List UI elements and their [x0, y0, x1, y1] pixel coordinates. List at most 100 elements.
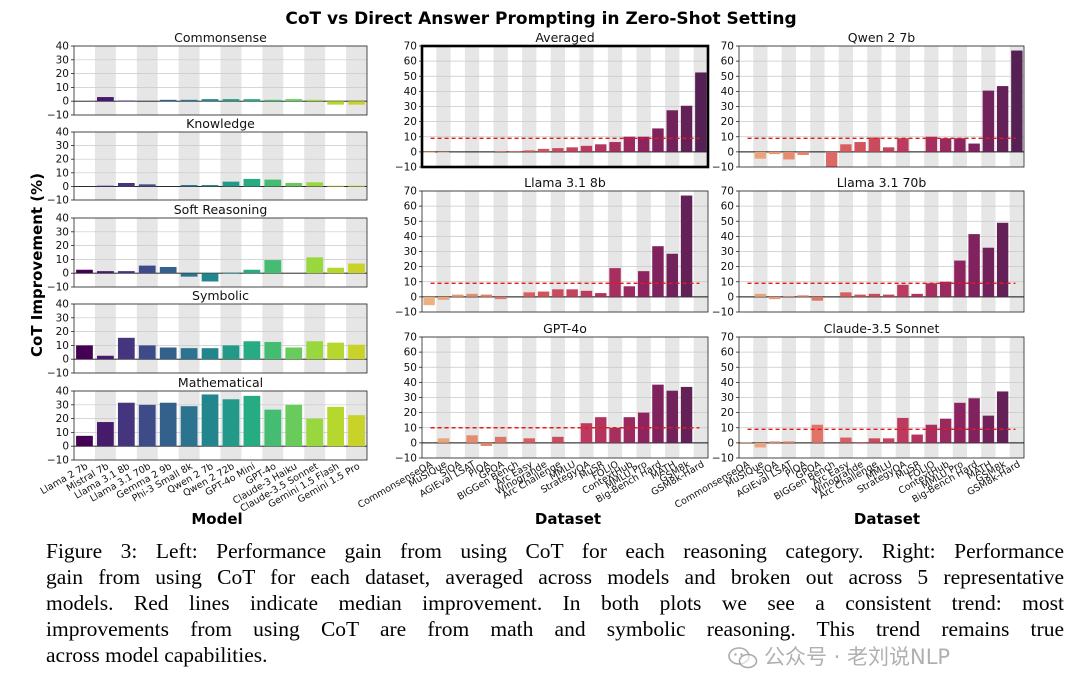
bar-arc-easy: [523, 150, 535, 152]
bar-piqa: [480, 294, 493, 297]
bar-phi-3-small-8k: [180, 185, 198, 187]
bar-math: [666, 390, 678, 443]
y-tick-label: 60: [404, 201, 417, 213]
bar-big-bench-hard: [652, 246, 664, 297]
watermark-text: 公众号 · 老刘说NLP: [764, 645, 951, 669]
bar-claude-3-5-sonnet: [306, 341, 324, 360]
bar-gpt-4o-mini: [243, 341, 261, 360]
bar-strategyqa: [580, 290, 593, 297]
bar-winogrande: [854, 142, 866, 152]
bar-gpqa: [494, 296, 507, 300]
y-tick-label: −10: [47, 195, 69, 207]
bar-gpqa: [811, 424, 824, 443]
caption-line: gain from using CoT for each dataset, av…: [46, 565, 1064, 589]
shade-band: [94, 46, 116, 115]
bar-llama-3-1-70b: [138, 184, 156, 187]
y-tick-label: −10: [47, 110, 69, 122]
shared-ylabel: CoT Improvement (%): [28, 173, 46, 357]
bar-mmlu-pro: [954, 402, 966, 443]
bar-gsm8k: [996, 391, 1009, 443]
figure-caption: Figure 3: Left: Performance gain from us…: [46, 538, 1064, 668]
bar-siqa: [768, 151, 781, 155]
bar-qwen-2-72b: [222, 399, 240, 447]
bar-arc-challenge: [552, 436, 564, 443]
bar-llama-3-1-8b: [117, 183, 135, 187]
panel-title: Symbolic: [192, 288, 249, 303]
y-tick-label: 0: [62, 96, 69, 108]
bar-claude-3-haiku: [285, 404, 303, 447]
bar-musique: [437, 438, 450, 443]
bar-big-bench-hard: [652, 128, 664, 152]
bar-gpt-4o: [264, 179, 282, 187]
watermark: 公众号 · 老刘说NLP: [728, 641, 950, 671]
y-tick-label: 10: [56, 167, 69, 179]
bar-gemma-2-9b: [159, 99, 177, 102]
y-tick-label: 40: [56, 127, 69, 139]
y-tick-label: 20: [404, 261, 417, 273]
bar-arc-challenge: [868, 137, 881, 152]
bar-mmlu-pro: [637, 271, 650, 297]
bar-math: [666, 253, 678, 297]
bar-arc-easy: [840, 144, 852, 152]
bar-qwen-2-7b: [201, 273, 219, 282]
y-tick-label: −10: [712, 307, 734, 319]
bar-gemini-1-5-flash: [327, 101, 344, 105]
bar-gemini-1-5-pro: [348, 344, 365, 360]
y-tick-label: −10: [712, 453, 734, 465]
panel-title: Averaged: [535, 30, 594, 45]
shade-band: [346, 304, 367, 373]
y-tick-label: 70: [721, 186, 734, 198]
y-tick-label: 50: [721, 71, 734, 83]
bar-llama-2-7b: [76, 435, 93, 447]
bar-musr: [595, 144, 607, 152]
bar-mistral-7b: [97, 97, 114, 102]
y-tick-label: 60: [404, 56, 417, 68]
y-tick-label: 0: [410, 437, 417, 449]
bar-arc-easy: [523, 292, 535, 297]
bar-gsm8k: [996, 86, 1009, 152]
bar-contexthub: [623, 417, 636, 443]
y-tick-label: 70: [404, 186, 417, 198]
bar-mistral-7b: [97, 271, 114, 274]
bar-big-bench-hard: [968, 398, 980, 443]
y-tick-label: 40: [404, 86, 417, 98]
bar-gemini-1-5-pro: [348, 415, 365, 447]
y-tick-label: 0: [410, 146, 417, 158]
bar-qwen-2-7b: [201, 348, 219, 360]
y-tick-label: 40: [56, 299, 69, 311]
bar-gpt-4o-mini: [243, 99, 261, 102]
panel-title: Soft Reasoning: [174, 202, 268, 217]
bar-gsm8k: [680, 105, 693, 152]
y-tick-label: 30: [721, 392, 734, 404]
bar-winogrande: [537, 291, 550, 297]
y-tick-label: 20: [721, 116, 734, 128]
left-xlabel: Model: [191, 510, 242, 528]
bar-contexthub: [939, 281, 952, 297]
panel-title: Claude-3.5 Sonnet: [824, 321, 940, 336]
shade-band: [346, 218, 367, 287]
bar-gpt-4o-mini: [243, 269, 261, 274]
bar-gpt-4o: [264, 260, 282, 274]
bar-gpqa: [494, 151, 507, 152]
bar-siqa: [768, 296, 781, 300]
panel-title: Mathematical: [178, 375, 263, 390]
bar-mistral-7b: [97, 422, 114, 447]
bar-musique: [754, 293, 767, 297]
bar-claude-3-5-sonnet: [306, 99, 324, 102]
y-tick-label: 30: [56, 54, 69, 66]
y-tick-label: 30: [56, 399, 69, 411]
bar-musr: [595, 293, 607, 297]
bar-math: [982, 90, 995, 152]
y-tick-label: 60: [721, 201, 734, 213]
y-tick-label: 0: [62, 441, 69, 453]
shade-band: [136, 132, 158, 200]
y-tick-label: 70: [404, 332, 417, 344]
bar-winogrande: [854, 294, 866, 297]
bar-gemma-2-9b: [159, 347, 177, 360]
bar-arc-easy: [523, 438, 535, 443]
shade-band: [178, 46, 200, 115]
bar-piqa: [797, 295, 809, 297]
y-tick-label: 20: [404, 116, 417, 128]
bar-qwen-2-72b: [222, 345, 240, 360]
y-tick-label: 40: [56, 386, 69, 398]
